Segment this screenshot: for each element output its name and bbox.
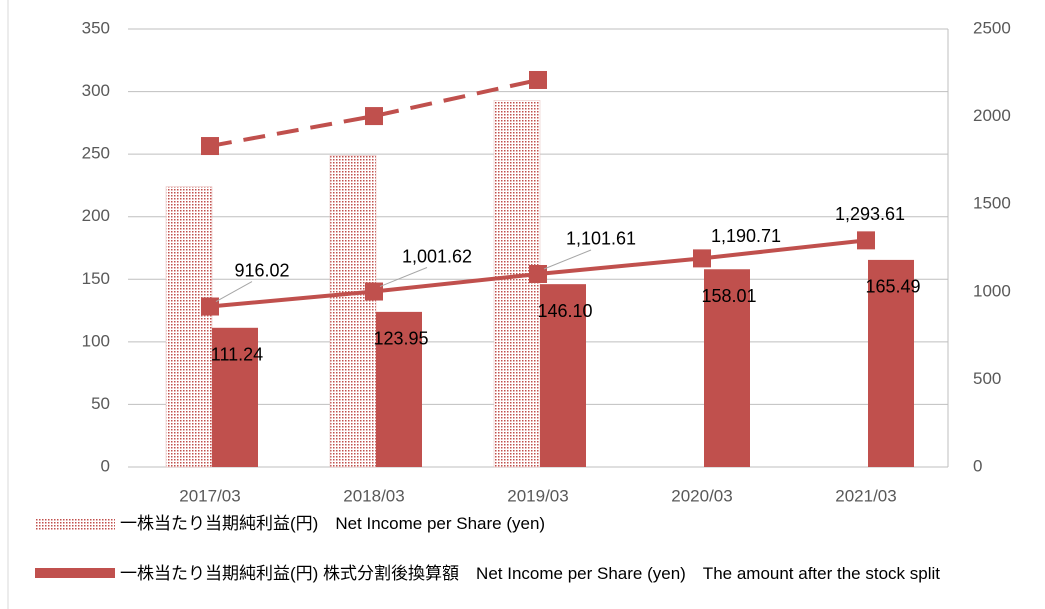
y-tick-label: 150 <box>82 269 110 288</box>
frame <box>7 0 9 609</box>
data-label: 1,001.62 <box>402 246 472 266</box>
y-tick-label: 50 <box>91 394 110 413</box>
y2-tick-label: 0 <box>973 456 982 475</box>
x-tick-label: 2021/03 <box>835 486 896 505</box>
legend-label: 一株当たり当期純利益(円) Net Income per Share (yen) <box>120 514 546 533</box>
bar <box>540 284 586 467</box>
marker <box>365 282 383 301</box>
bar <box>212 327 258 467</box>
marker <box>201 297 219 316</box>
marker <box>201 137 219 156</box>
leader-line <box>215 281 253 302</box>
leader-line <box>379 267 428 287</box>
leader-line <box>543 249 592 270</box>
data-label: 123.95 <box>373 329 428 349</box>
y-tick-label: 0 <box>101 456 110 475</box>
data-label: 1,293.61 <box>835 204 905 224</box>
bar <box>329 155 377 468</box>
data-label: 916.02 <box>234 260 289 280</box>
legend-label: 一株当たり当期純利益(円) 株式分割後換算額 Net Income per Sh… <box>120 564 940 583</box>
bar <box>704 269 750 467</box>
y2-tick-label: 1500 <box>973 194 1011 213</box>
y-tick-label: 100 <box>82 331 110 350</box>
data-label: 1,190.71 <box>711 226 781 246</box>
bar <box>868 259 914 467</box>
legend-swatch <box>35 568 115 578</box>
y-tick-label: 200 <box>82 206 110 225</box>
bar <box>376 311 422 467</box>
marker <box>529 264 547 283</box>
data-label: 146.10 <box>537 301 592 321</box>
marker <box>529 70 547 89</box>
y-tick-label: 350 <box>82 18 110 37</box>
x-tick-label: 2017/03 <box>179 486 240 505</box>
x-tick-label: 2018/03 <box>343 486 404 505</box>
y2-tick-label: 2500 <box>973 18 1011 37</box>
data-label: 1,101.61 <box>566 229 636 249</box>
bar <box>165 186 213 468</box>
y2-tick-label: 2000 <box>973 106 1011 125</box>
data-label: 158.01 <box>701 286 756 306</box>
y2-tick-label: 500 <box>973 369 1001 388</box>
data-label: 165.49 <box>865 277 920 297</box>
x-tick-label: 2019/03 <box>507 486 568 505</box>
legend-swatch <box>35 518 115 530</box>
marker <box>857 231 875 250</box>
y-tick-label: 300 <box>82 81 110 100</box>
y-tick-label: 250 <box>82 144 110 163</box>
bar <box>493 100 541 468</box>
line <box>209 78 539 149</box>
x-tick-label: 2020/03 <box>671 486 732 505</box>
marker <box>365 107 383 126</box>
data-label: 111.24 <box>211 345 263 365</box>
y2-tick-label: 1000 <box>973 281 1011 300</box>
marker <box>693 249 711 268</box>
